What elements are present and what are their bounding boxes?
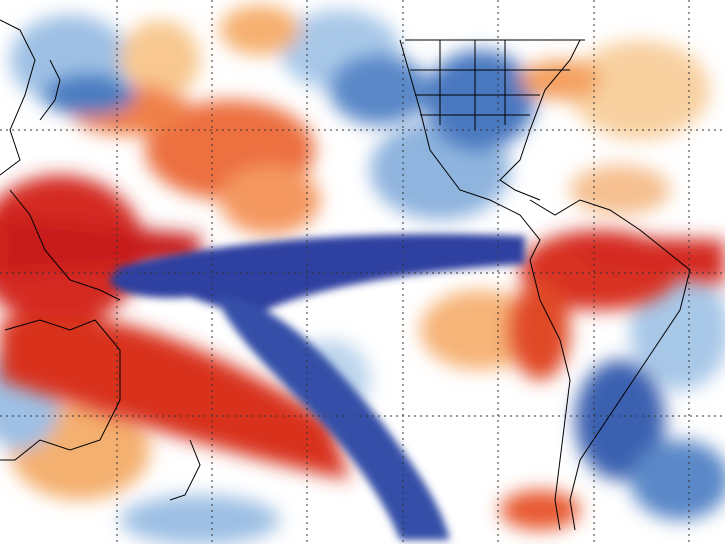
australia-coast: [0, 319, 121, 461]
north-america-west-coast: [399, 39, 541, 261]
state-borders: [405, 39, 585, 130]
south-america-east-coast: [529, 199, 691, 531]
coastlines: [0, 19, 691, 531]
new-zealand-coast: [169, 439, 201, 501]
asia-coast: [0, 19, 36, 176]
south-america-west-coast: [529, 259, 571, 531]
strong-anomaly-layer: [0, 50, 725, 520]
north-america-east-coast: [499, 39, 581, 201]
islands-coast: [9, 189, 121, 301]
japan-coast: [39, 59, 61, 121]
cold-tongue: [110, 233, 525, 540]
